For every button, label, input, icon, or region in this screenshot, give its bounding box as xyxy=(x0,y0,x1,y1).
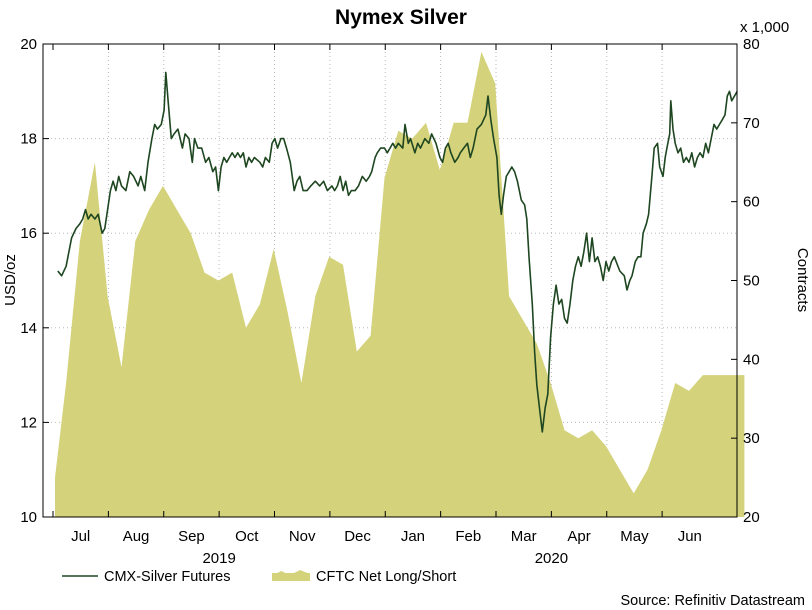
legend: CMX-Silver Futures CFTC Net Long/Short xyxy=(62,569,456,585)
right-tick-label: 20 xyxy=(743,509,760,526)
left-tick-label: 16 xyxy=(20,225,37,242)
month-label: Feb xyxy=(455,528,481,545)
legend-area-label: CFTC Net Long/Short xyxy=(316,569,456,585)
year-label: 2019 xyxy=(202,550,235,567)
left-tick-label: 20 xyxy=(20,36,37,53)
month-label: Dec xyxy=(344,528,371,545)
month-label: Mar xyxy=(511,528,537,545)
right-axis-multiplier: x 1,000 xyxy=(740,19,789,36)
right-axis-label: Contracts xyxy=(794,248,811,312)
right-tick-label: 70 xyxy=(743,115,760,132)
month-label: Apr xyxy=(567,528,590,545)
right-tick-label: 80 xyxy=(743,36,760,53)
left-tick-label: 12 xyxy=(20,414,37,431)
legend-area-swatch-top xyxy=(272,570,310,581)
month-label: Nov xyxy=(289,528,316,545)
month-label: Jan xyxy=(401,528,425,545)
month-label: Aug xyxy=(123,528,150,545)
silver-line-layer xyxy=(57,71,738,433)
left-tick-label: 10 xyxy=(20,509,37,526)
left-axis-label: USD/oz xyxy=(2,254,19,306)
right-axis: 20 30 40 50 60 70 80 xyxy=(731,36,760,526)
left-axis: 10 12 14 16 18 20 xyxy=(20,36,49,526)
cmx-silver-line xyxy=(57,71,738,433)
right-tick-label: 60 xyxy=(743,194,760,211)
month-label: Oct xyxy=(235,528,259,545)
x-axis: Jul Aug Sep Oct Nov Dec Jan Feb Mar Apr May Jun 2019… xyxy=(52,44,702,567)
source-note: Source: Refinitiv Datastream xyxy=(620,593,805,609)
month-label: Jul xyxy=(71,528,90,545)
left-tick-label: 18 xyxy=(20,131,37,148)
left-tick-label: 14 xyxy=(20,320,37,337)
month-label: Jun xyxy=(678,528,702,545)
right-tick-label: 40 xyxy=(743,351,760,368)
cftc-area-layer xyxy=(55,51,745,518)
year-label: 2020 xyxy=(535,550,568,567)
right-tick-label: 50 xyxy=(743,273,760,290)
chart-title: Nymex Silver xyxy=(335,6,467,29)
legend-line-label: CMX-Silver Futures xyxy=(104,569,231,585)
month-label: May xyxy=(620,528,649,545)
month-label: Sep xyxy=(178,528,205,545)
right-tick-label: 30 xyxy=(743,430,760,447)
cftc-net-area xyxy=(55,51,745,518)
